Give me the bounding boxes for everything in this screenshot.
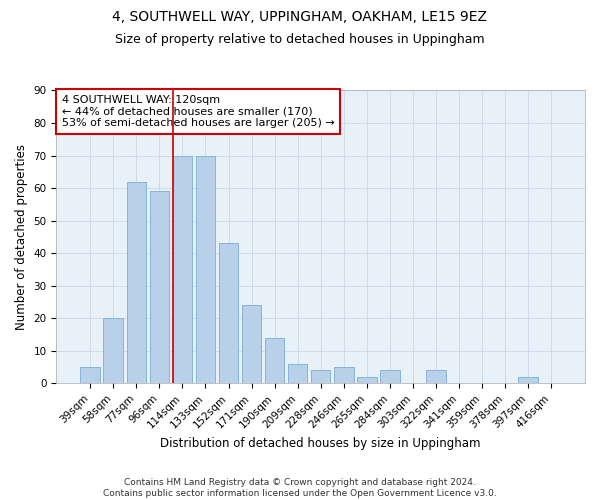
Bar — [265, 338, 284, 384]
Bar — [149, 192, 169, 384]
Text: Contains HM Land Registry data © Crown copyright and database right 2024.
Contai: Contains HM Land Registry data © Crown c… — [103, 478, 497, 498]
Bar — [518, 377, 538, 384]
Bar — [103, 318, 123, 384]
Text: Size of property relative to detached houses in Uppingham: Size of property relative to detached ho… — [115, 32, 485, 46]
Text: 4 SOUTHWELL WAY: 120sqm
← 44% of detached houses are smaller (170)
53% of semi-d: 4 SOUTHWELL WAY: 120sqm ← 44% of detache… — [62, 95, 334, 128]
Bar — [242, 306, 262, 384]
X-axis label: Distribution of detached houses by size in Uppingham: Distribution of detached houses by size … — [160, 437, 481, 450]
Bar — [380, 370, 400, 384]
Bar — [219, 244, 238, 384]
Bar — [288, 364, 307, 384]
Bar — [311, 370, 331, 384]
Bar — [426, 370, 446, 384]
Text: 4, SOUTHWELL WAY, UPPINGHAM, OAKHAM, LE15 9EZ: 4, SOUTHWELL WAY, UPPINGHAM, OAKHAM, LE1… — [113, 10, 487, 24]
Bar — [334, 367, 353, 384]
Bar — [196, 156, 215, 384]
Y-axis label: Number of detached properties: Number of detached properties — [15, 144, 28, 330]
Bar — [80, 367, 100, 384]
Bar — [173, 156, 192, 384]
Bar — [357, 377, 377, 384]
Bar — [127, 182, 146, 384]
